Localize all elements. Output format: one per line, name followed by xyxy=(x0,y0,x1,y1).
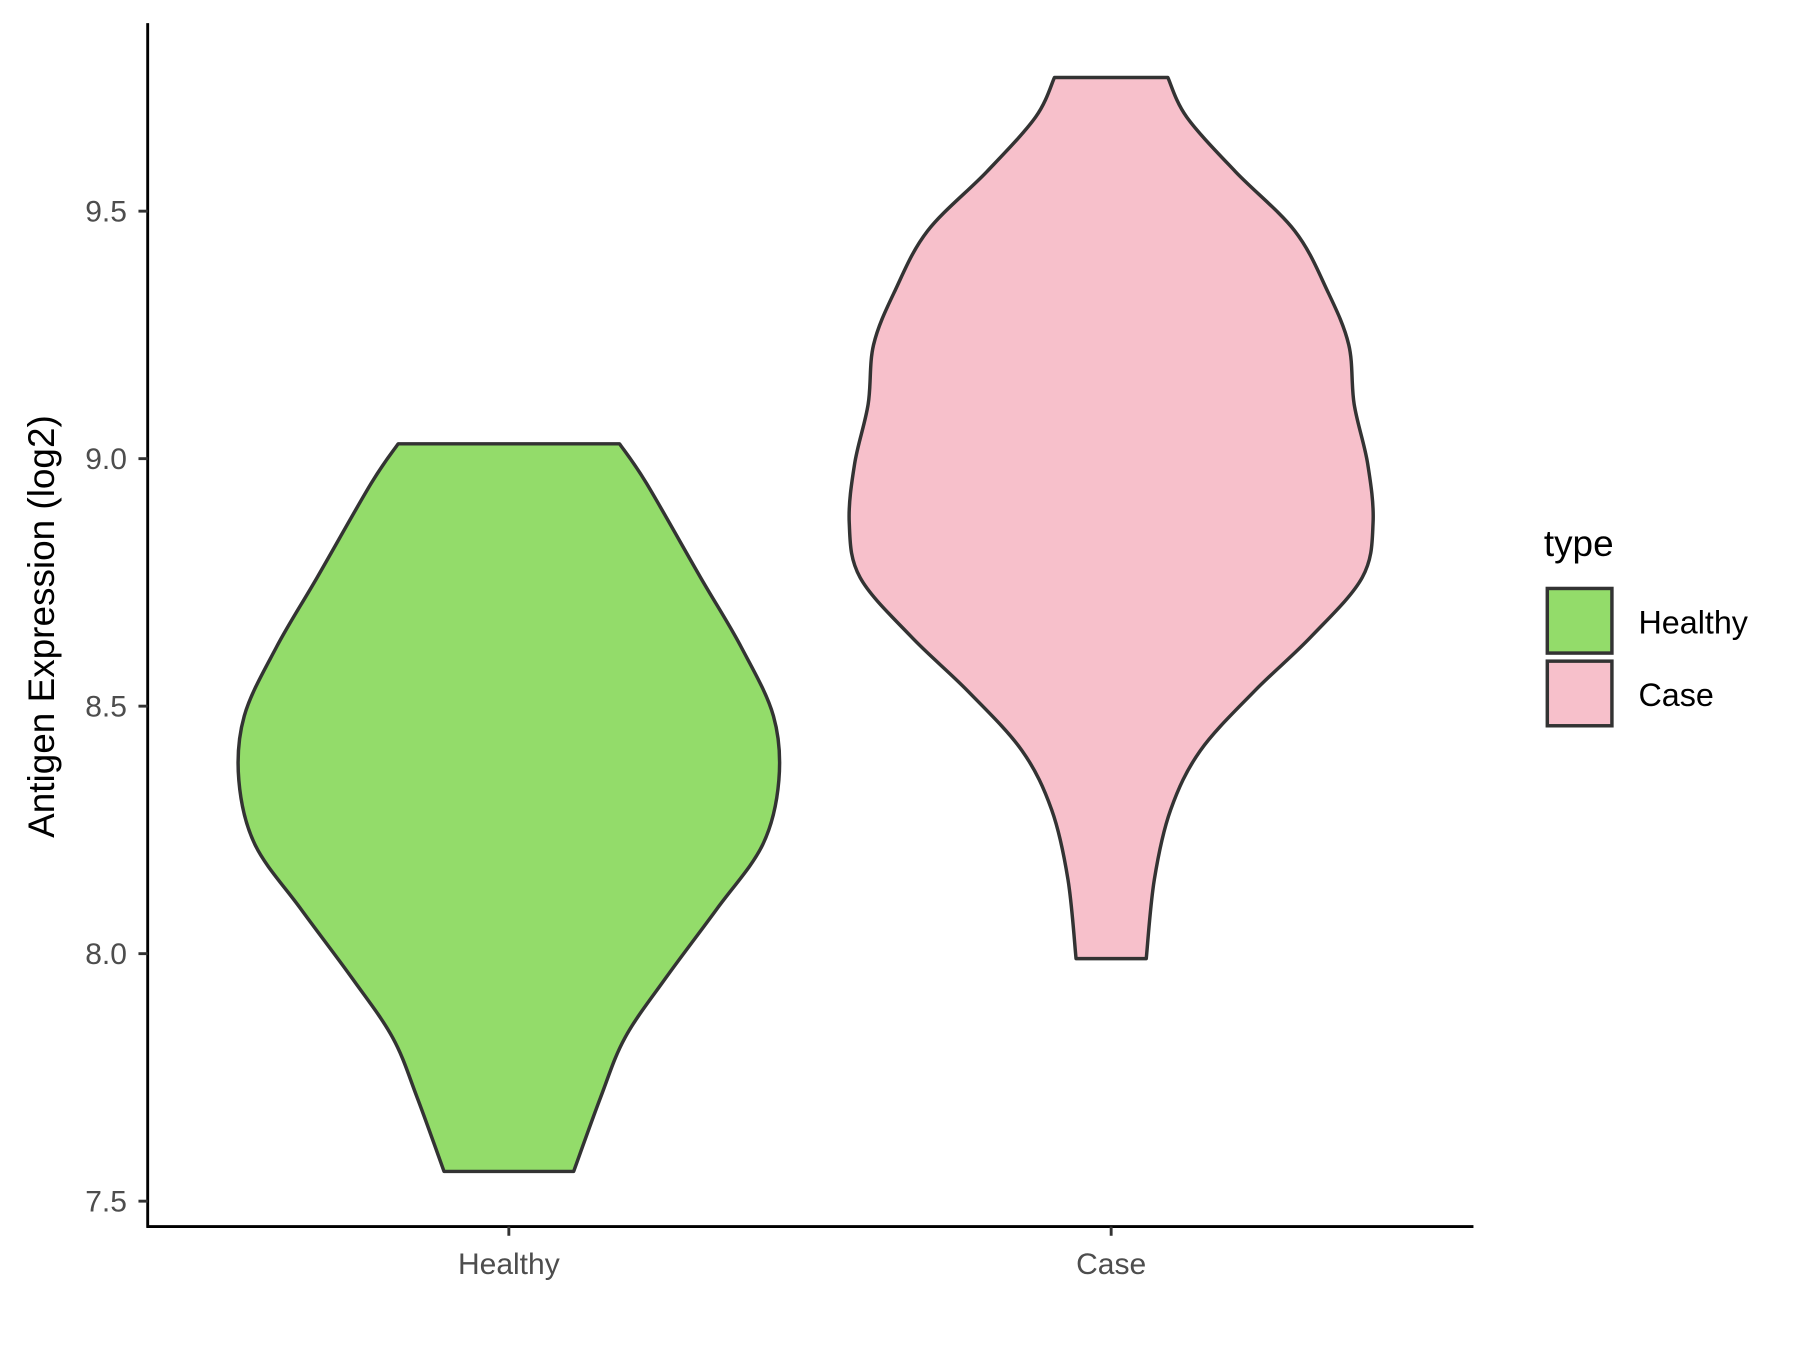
legend-key-healthy xyxy=(1545,586,1614,655)
x-tick-label-healthy: Healthy xyxy=(458,1248,560,1281)
y-tick-label: 8.5 xyxy=(85,691,127,724)
y-ticks: 7.5 8.0 8.5 9.0 9.5 xyxy=(85,196,148,1219)
legend-label-healthy: Healthy xyxy=(1638,604,1748,640)
violin-healthy xyxy=(236,442,782,1174)
y-tick-label: 9.5 xyxy=(85,196,127,229)
violins xyxy=(236,75,1375,1174)
violin-case xyxy=(847,75,1375,961)
y-axis-title: Antigen Expression (log2) xyxy=(21,415,62,838)
legend-label-case: Case xyxy=(1638,677,1713,713)
legend-key-case xyxy=(1545,659,1614,728)
legend-title: type xyxy=(1544,523,1614,564)
legend: type Healthy Case xyxy=(1544,523,1749,728)
x-ticks: Healthy Case xyxy=(458,1226,1146,1281)
y-tick-label: 7.5 xyxy=(85,1186,127,1219)
y-tick-label: 8.0 xyxy=(85,938,127,971)
x-tick-label-case: Case xyxy=(1076,1248,1146,1281)
y-tick-label: 9.0 xyxy=(85,443,127,476)
